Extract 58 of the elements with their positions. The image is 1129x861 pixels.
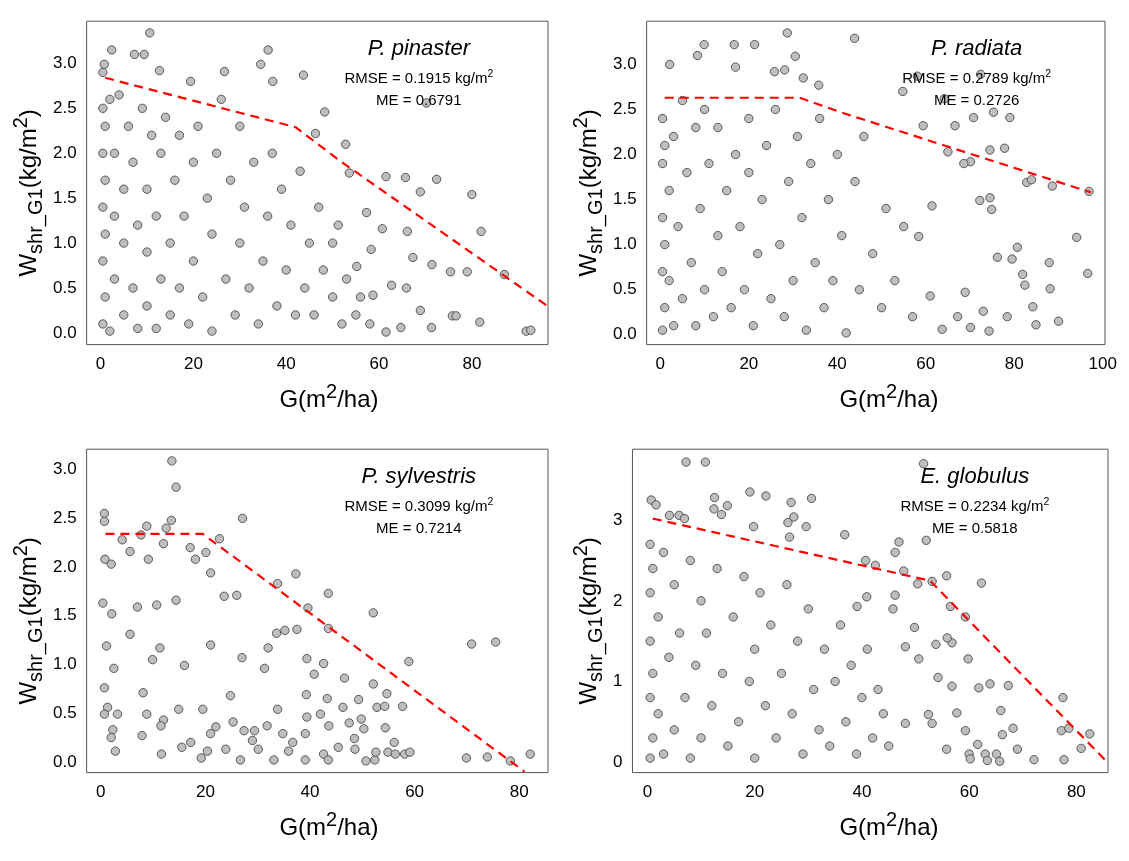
- y-tick-label: 3.0: [52, 53, 77, 73]
- y-tick-label: 1.5: [52, 605, 77, 625]
- x-tick-label: 80: [509, 782, 529, 802]
- y-tick-label: 1.5: [52, 187, 77, 207]
- y-tick-label: 1.5: [612, 189, 637, 209]
- x-axis-title: G(m$^{2}$/ha): [278, 380, 380, 413]
- y-tick-label: 2: [612, 590, 623, 610]
- text: P. pinaster: [367, 35, 472, 61]
- y-tick-label: 2.5: [52, 98, 77, 118]
- text: E. globulus: [920, 463, 1030, 489]
- x-tick-label: 60: [959, 782, 979, 802]
- text: P. sylvestris: [361, 463, 477, 489]
- x-tick-label: 0: [642, 782, 653, 802]
- x-tick-label: 100: [1088, 354, 1117, 374]
- x-tick-label: 20: [195, 782, 215, 802]
- x-tick-label: 0: [96, 782, 106, 802]
- y-tick-label: 3.0: [52, 459, 77, 479]
- x-tick-label: 20: [739, 354, 759, 374]
- y-tick-label: 2.5: [52, 508, 77, 528]
- y-tick-label: 0.5: [52, 702, 77, 722]
- y-tick-label: 3.0: [612, 54, 637, 74]
- x-axis-title: G(m$^{2}$/ha): [838, 808, 940, 841]
- annotation: ME = 0.2726: [933, 91, 1020, 109]
- x-tick-label: 60: [916, 354, 936, 374]
- y-tick-label: 0.0: [52, 751, 77, 771]
- y-tick-label: 0.5: [52, 277, 77, 297]
- y-tick-label: 0: [612, 751, 623, 771]
- x-tick-label: 80: [462, 354, 482, 374]
- annotation: ME = 0.5818: [932, 519, 1018, 537]
- x-tick-label: 40: [852, 782, 872, 802]
- y-tick-label: 1: [612, 671, 623, 691]
- y-tick-label: 2.0: [612, 144, 637, 164]
- annotation: ME = 0.6791: [376, 91, 462, 109]
- x-axis-title: G(m$^{2}$/ha): [838, 380, 940, 413]
- y-tick-label: 0.0: [612, 324, 637, 344]
- y-tick-label: 1.0: [52, 654, 77, 674]
- x-tick-label: 60: [405, 782, 425, 802]
- annotation: ME = 0.7214: [376, 519, 462, 537]
- y-tick-label: 1.0: [612, 234, 637, 254]
- y-tick-label: 0.5: [612, 279, 637, 299]
- y-tick-label: 2.0: [52, 556, 77, 576]
- y-tick-label: 2.0: [52, 142, 77, 162]
- x-tick-label: 60: [369, 354, 389, 374]
- x-tick-label: 80: [1004, 354, 1024, 374]
- x-tick-label: 40: [276, 354, 296, 374]
- y-tick-label: 2.5: [612, 99, 637, 119]
- x-tick-label: 0: [655, 354, 666, 374]
- y-tick-label: 1.0: [52, 232, 77, 252]
- text: P. radiata: [930, 35, 1023, 61]
- y-tick-label: 3: [612, 509, 623, 529]
- x-tick-label: 20: [183, 354, 203, 374]
- x-tick-label: 0: [95, 354, 106, 374]
- y-tick-label: 0.0: [52, 322, 77, 342]
- x-tick-label: 20: [745, 782, 765, 802]
- x-tick-label: 80: [1066, 782, 1086, 802]
- x-tick-label: 40: [827, 354, 847, 374]
- x-axis-title: G(m$^{2}$/ha): [278, 808, 380, 841]
- x-tick-label: 40: [300, 782, 320, 802]
